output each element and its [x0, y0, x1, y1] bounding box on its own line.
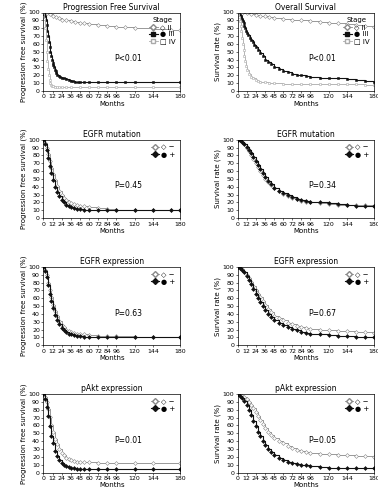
Legend: ◇ −, ● +: ◇ −, ● + [149, 398, 177, 413]
Y-axis label: Progression free survival (%): Progression free survival (%) [20, 2, 27, 102]
Legend: ◇ −, ● +: ◇ −, ● + [343, 143, 371, 159]
Y-axis label: Progression free survival (%): Progression free survival (%) [20, 383, 27, 484]
X-axis label: Months: Months [99, 355, 125, 361]
Legend: ◇ II, ● III, □ IV: ◇ II, ● III, □ IV [148, 16, 177, 46]
Legend: ◇ −, ● +: ◇ −, ● + [149, 270, 177, 286]
Text: P<0.01: P<0.01 [115, 54, 142, 63]
X-axis label: Months: Months [293, 228, 319, 234]
Y-axis label: Survival rate (%): Survival rate (%) [215, 150, 221, 208]
Legend: ◇ −, ● +: ◇ −, ● + [343, 398, 371, 413]
Y-axis label: Survival rate (%): Survival rate (%) [215, 276, 221, 336]
Title: EGFR mutation: EGFR mutation [277, 130, 335, 139]
Title: EGFR expression: EGFR expression [274, 257, 338, 266]
Y-axis label: Progression free survival (%): Progression free survival (%) [20, 128, 27, 229]
Title: EGFR expression: EGFR expression [80, 257, 144, 266]
Y-axis label: Survival rate (%): Survival rate (%) [215, 404, 221, 463]
Title: Overall Survival: Overall Survival [276, 2, 336, 12]
Legend: ◇ II, ● III, □ IV: ◇ II, ● III, □ IV [342, 16, 371, 46]
Title: Progression Free Survival: Progression Free Survival [64, 2, 160, 12]
Text: P=0.63: P=0.63 [115, 308, 143, 318]
X-axis label: Months: Months [293, 482, 319, 488]
Title: pAkt expression: pAkt expression [275, 384, 337, 393]
Title: pAkt expression: pAkt expression [81, 384, 143, 393]
Legend: ◇ −, ● +: ◇ −, ● + [149, 143, 177, 159]
Text: P=0.34: P=0.34 [308, 182, 337, 190]
Text: P=0.05: P=0.05 [308, 436, 337, 444]
Legend: ◇ −, ● +: ◇ −, ● + [343, 270, 371, 286]
X-axis label: Months: Months [99, 101, 125, 107]
Text: P<0.01: P<0.01 [308, 54, 336, 63]
X-axis label: Months: Months [99, 228, 125, 234]
Y-axis label: Progression free survival (%): Progression free survival (%) [20, 256, 27, 356]
Text: P=0.45: P=0.45 [115, 182, 143, 190]
Text: P=0.01: P=0.01 [115, 436, 143, 444]
Title: EGFR mutation: EGFR mutation [83, 130, 141, 139]
X-axis label: Months: Months [293, 101, 319, 107]
X-axis label: Months: Months [293, 355, 319, 361]
Y-axis label: Survival rate (%): Survival rate (%) [215, 22, 221, 81]
Text: P=0.67: P=0.67 [308, 308, 337, 318]
X-axis label: Months: Months [99, 482, 125, 488]
